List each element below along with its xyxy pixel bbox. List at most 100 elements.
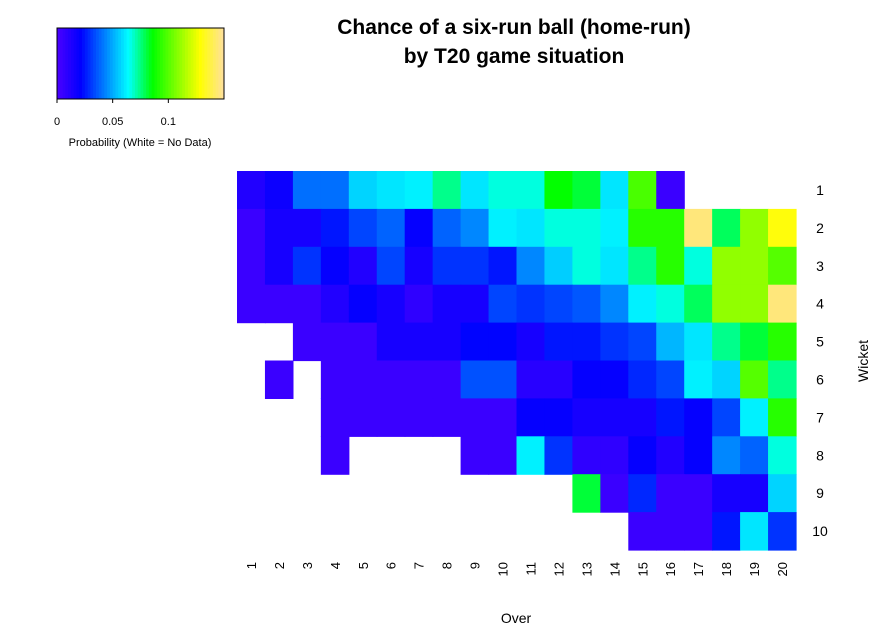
y-tick-label: 4	[816, 296, 824, 312]
heatmap-cell	[376, 246, 406, 286]
legend-swatch	[112, 28, 116, 99]
heatmap-cell	[320, 322, 350, 362]
legend-tick-label: 0.05	[102, 116, 123, 128]
heatmap-cell	[376, 284, 406, 324]
legend-swatch	[162, 28, 166, 99]
heatmap-cell	[320, 208, 350, 248]
heatmap-cell	[516, 171, 546, 210]
legend-swatch	[143, 28, 147, 99]
heatmap-cell	[740, 208, 769, 248]
heatmap-cell	[460, 322, 490, 362]
x-tick-label: 14	[607, 562, 622, 576]
legend-swatch	[132, 28, 136, 99]
heatmap-cell	[488, 398, 518, 437]
heatmap-cell	[740, 512, 769, 551]
legend-swatch	[79, 28, 83, 99]
y-tick-label: 8	[816, 447, 824, 463]
heatmap-cell	[712, 474, 741, 513]
legend-ticks: 0 0.05 0.1	[54, 99, 176, 128]
legend-swatch	[165, 28, 169, 99]
heatmap-cell	[740, 322, 769, 362]
heatmap-cell	[768, 436, 797, 475]
x-tick-label: 10	[496, 562, 511, 576]
heatmap-cell	[376, 360, 406, 399]
heatmap-cell	[572, 360, 601, 399]
x-tick-label: 9	[468, 562, 483, 569]
heatmap-cell	[628, 398, 657, 437]
legend-swatch	[82, 28, 86, 99]
heatmap-cell	[404, 398, 434, 437]
heatmap-cell	[656, 208, 685, 248]
heatmap-cell	[768, 284, 797, 324]
legend-swatch	[134, 28, 139, 99]
legend-swatch	[101, 28, 105, 99]
legend-swatch	[201, 28, 205, 99]
heatmap-cell	[404, 284, 434, 324]
legend-swatch	[140, 28, 144, 99]
heatmap-cell	[656, 436, 685, 475]
heatmap-cell	[432, 246, 462, 286]
legend-tick-label: 0.1	[161, 116, 176, 128]
heatmap-cell	[656, 360, 685, 399]
heatmap-cell	[712, 360, 741, 399]
heatmap-cell	[292, 246, 322, 286]
heatmap-cell	[432, 360, 462, 399]
legend-swatch	[210, 28, 214, 99]
heatmap-cell	[404, 171, 434, 210]
legend-swatch	[87, 28, 91, 99]
x-tick-label: 12	[551, 562, 566, 576]
heatmap-cell	[656, 474, 685, 513]
heatmap-cell	[656, 398, 685, 437]
x-tick-label: 16	[663, 562, 678, 576]
heatmap-cell	[656, 512, 685, 551]
x-tick-label: 19	[747, 562, 762, 576]
heatmap-cells	[237, 171, 797, 551]
heatmap-cell	[600, 284, 629, 324]
heatmap-cell	[768, 322, 797, 362]
y-tick-label: 5	[816, 334, 824, 350]
legend-swatch	[218, 28, 222, 99]
heatmap-cell	[516, 246, 546, 286]
legend-swatch	[107, 28, 111, 99]
legend-swatch	[193, 28, 197, 99]
legend-swatch	[157, 28, 161, 99]
heatmap-cell	[600, 474, 629, 513]
heatmap-cell	[740, 398, 769, 437]
legend-swatch	[207, 28, 211, 99]
heatmap-cell	[544, 246, 573, 286]
heatmap-cell	[544, 171, 573, 210]
heatmap-cell	[320, 398, 350, 437]
heatmap-cell	[684, 512, 713, 551]
heatmap-cell	[237, 246, 266, 286]
heatmap-cell	[348, 398, 378, 437]
heatmap-cell	[740, 246, 769, 286]
heatmap-cell	[656, 246, 685, 286]
heatmap-cell	[600, 360, 629, 399]
heatmap-cell	[292, 284, 322, 324]
heatmap-cell	[432, 284, 462, 324]
heatmap-cell	[544, 360, 573, 399]
heatmap-cell	[488, 322, 518, 362]
heatmap-cell	[656, 322, 685, 362]
y-tick-label: 7	[816, 409, 824, 425]
legend-swatch	[68, 28, 72, 99]
heatmap-cell	[488, 436, 518, 475]
heatmap-cell	[320, 246, 350, 286]
heatmap-cell	[684, 436, 713, 475]
legend-swatch	[57, 28, 61, 99]
heatmap-cell	[348, 208, 378, 248]
legend-swatch	[212, 28, 217, 99]
legend-swatch	[65, 28, 69, 99]
legend-swatch	[95, 28, 100, 99]
x-tick-labels: 1 2 3 4 5 6 7 8 9 10 11 12 13 14 15 16 17 18 19 20	[244, 562, 790, 576]
heatmap-cell	[628, 322, 657, 362]
heatmap-cell	[460, 398, 490, 437]
heatmap-cell	[544, 208, 573, 248]
legend-swatch	[123, 28, 127, 99]
chart-title-line2: by T20 game situation	[404, 45, 625, 68]
legend-swatch	[121, 28, 125, 99]
heatmap-cell	[264, 246, 294, 286]
legend-swatch	[179, 28, 183, 99]
heatmap-cell	[320, 284, 350, 324]
legend-swatch	[76, 28, 80, 99]
